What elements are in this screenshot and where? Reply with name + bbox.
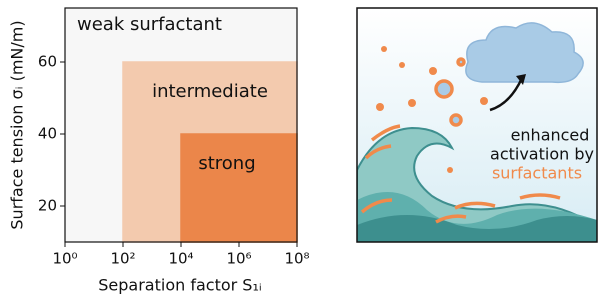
x-tick-label: 10⁸ xyxy=(284,250,309,268)
cloud xyxy=(465,22,584,84)
y-axis-label: Surface tension σᵢ (mN/m) xyxy=(8,20,27,229)
x-tick-label: 10⁶ xyxy=(226,250,251,268)
illustration: enhanced activation by surfactants xyxy=(356,7,598,243)
arrow xyxy=(489,77,524,112)
y-tick-label: 20 xyxy=(38,197,57,215)
wave-front xyxy=(357,215,597,242)
arrow-head xyxy=(516,74,526,85)
region-label: strong xyxy=(198,153,255,174)
region-label: weak surfactant xyxy=(77,14,222,35)
x-tick-label: 10⁰ xyxy=(52,250,77,268)
bubbles xyxy=(434,57,466,127)
droplets xyxy=(376,46,488,173)
x-tick-label: 10⁴ xyxy=(168,250,193,268)
ill-line: enhanced xyxy=(511,126,590,145)
y-tick-label: 40 xyxy=(38,125,57,143)
region xyxy=(180,133,298,243)
ill-line: activation by xyxy=(490,145,594,164)
ill-highlight: surfactants xyxy=(492,164,582,183)
x-tick-label: 10² xyxy=(110,250,135,268)
region-label: intermediate xyxy=(152,81,268,102)
surfactant-films xyxy=(360,124,561,224)
panel-frame xyxy=(356,7,598,243)
plot: weak surfactant intermediate strong xyxy=(65,8,298,243)
y-tick-label: 60 xyxy=(38,53,57,71)
x-axis-label: Separation factor S₁ᵢ xyxy=(98,276,261,295)
